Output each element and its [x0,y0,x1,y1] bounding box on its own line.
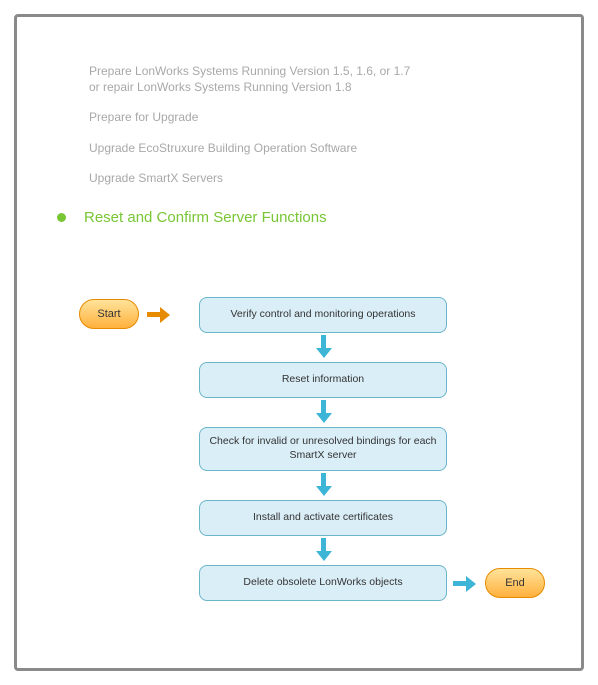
end-label: End [505,577,525,589]
step-1-line-b: or repair LonWorks Systems Running Versi… [89,79,410,95]
flow-box-delete-label: Delete obsolete LonWorks objects [243,576,402,590]
start-pill: Start [79,299,139,329]
step-4: Upgrade SmartX Servers [89,170,410,186]
step-1: Prepare LonWorks Systems Running Version… [89,63,410,95]
flow-box-delete: Delete obsolete LonWorks objects [199,565,447,601]
flow-box-bindings-label: Check for invalid or unresolved bindings… [208,435,438,462]
inactive-steps: Prepare LonWorks Systems Running Version… [89,63,410,200]
step-1-line-a: Prepare LonWorks Systems Running Version… [89,63,410,79]
start-label: Start [97,308,120,320]
end-pill: End [485,568,545,598]
flow-box-certificates: Install and activate certificates [199,500,447,536]
active-bullet-icon [57,213,66,222]
flow-box-reset: Reset information [199,362,447,398]
active-step-title: Reset and Confirm Server Functions [84,209,327,226]
active-step-row: Reset and Confirm Server Functions [57,209,327,226]
flow-box-verify-label: Verify control and monitoring operations [230,308,415,322]
step-3: Upgrade EcoStruxure Building Operation S… [89,140,410,156]
flow-box-certificates-label: Install and activate certificates [253,511,393,525]
page-frame: Prepare LonWorks Systems Running Version… [14,14,584,671]
flow-box-reset-label: Reset information [282,373,364,387]
step-2: Prepare for Upgrade [89,109,410,125]
flow-box-verify: Verify control and monitoring operations [199,297,447,333]
flow-box-bindings: Check for invalid or unresolved bindings… [199,427,447,471]
